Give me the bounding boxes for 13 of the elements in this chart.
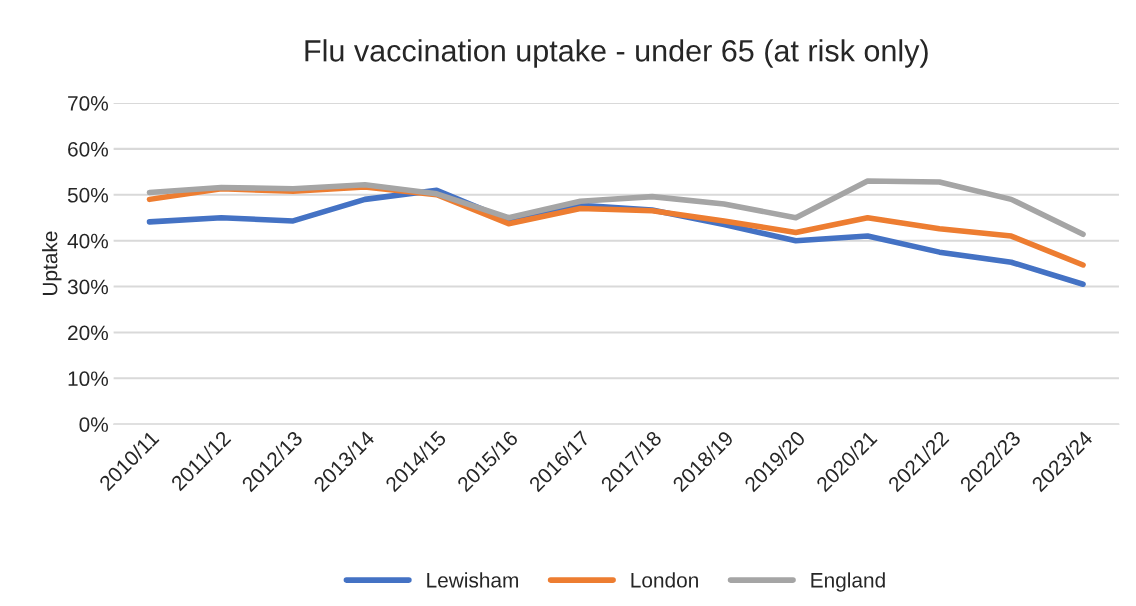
y-axis-title: Uptake xyxy=(42,231,62,295)
y-tick-label: 20% xyxy=(68,325,108,341)
y-tick-label: 60% xyxy=(68,141,108,157)
y-tick-label: 10% xyxy=(68,371,108,387)
y-tick-label: 0% xyxy=(79,417,108,432)
y-tick-label: 70% xyxy=(68,96,108,111)
chart-title: Flu vaccination uptake - under 65 (at risk only) xyxy=(305,39,928,68)
y-tick-label: 30% xyxy=(67,279,108,295)
y-tick-label: 50% xyxy=(67,187,108,203)
legend-label: England xyxy=(811,572,885,592)
legend-label: London xyxy=(631,572,698,588)
y-tick-label: 40% xyxy=(67,233,108,249)
legend-label: Lewisham xyxy=(427,572,518,588)
